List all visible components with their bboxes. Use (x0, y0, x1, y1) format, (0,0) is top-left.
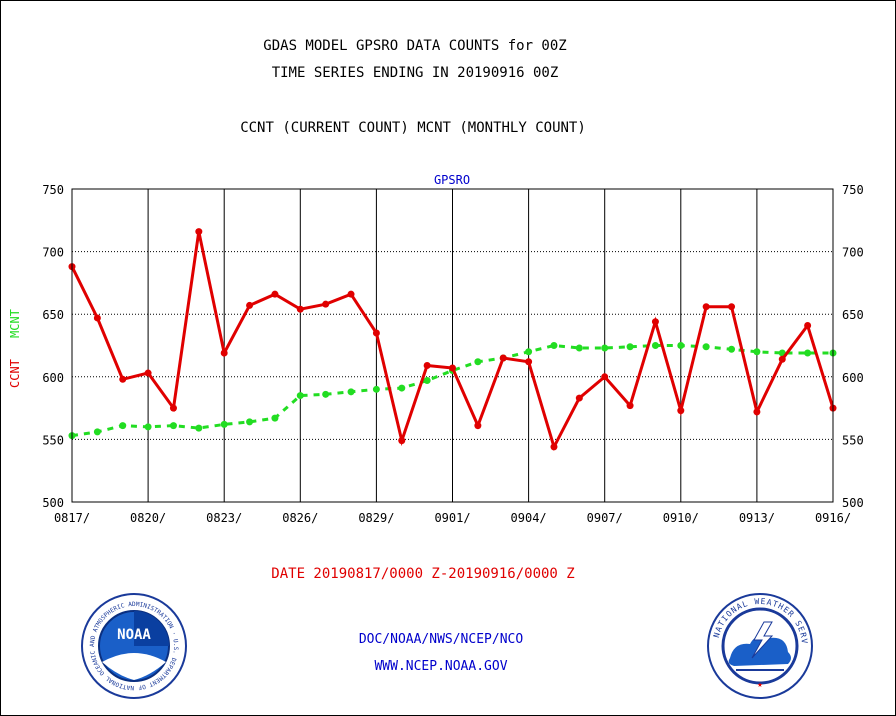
y-tick-label-right: 600 (842, 371, 864, 385)
data-point-ccnt (195, 228, 203, 236)
y-tick-label-right: 650 (842, 308, 864, 322)
data-point-ccnt (626, 402, 634, 410)
x-tick-label: 0913/ (739, 511, 775, 525)
data-point-ccnt (398, 437, 406, 445)
data-point-ccnt (601, 373, 609, 381)
y-label-ccnt: CCNT (8, 359, 22, 388)
y-label-mcnt: MCNT (8, 309, 22, 338)
data-point-mcnt (601, 344, 609, 352)
data-point-mcnt (296, 392, 304, 400)
nws-logo-icon: ★ NATIONAL WEATHER SERVICE (703, 585, 814, 700)
data-point-ccnt (246, 301, 254, 309)
data-point-mcnt (195, 424, 203, 432)
data-point-ccnt (753, 408, 761, 416)
x-tick-label: 0826/ (282, 511, 318, 525)
data-point-ccnt (296, 305, 304, 313)
y-tick-label-left: 600 (42, 371, 64, 385)
x-tick-label: 0817/ (54, 511, 90, 525)
data-point-mcnt (169, 422, 177, 430)
data-point-ccnt (651, 318, 659, 326)
x-tick-label: 0916/ (815, 511, 851, 525)
data-point-mcnt (575, 344, 583, 352)
chart-subtitle: CCNT (CURRENT COUNT) MCNT (MONTHLY COUNT… (240, 120, 586, 136)
data-point-ccnt (804, 321, 812, 329)
data-point-ccnt (169, 404, 177, 412)
data-point-ccnt (423, 362, 431, 370)
noaa-logo-icon: NOAA NATIONAL OCEANIC AND ATMOSPHERIC AD… (78, 587, 188, 700)
data-point-ccnt (677, 407, 685, 415)
data-point-mcnt (702, 343, 710, 351)
x-tick-label: 0910/ (663, 511, 699, 525)
org-path-text: DOC/NOAA/NWS/NCEP/NCO (358, 632, 524, 647)
y-tick-label-right: 550 (842, 433, 864, 447)
data-point-ccnt (119, 375, 127, 383)
data-point-ccnt (449, 364, 456, 372)
data-point-mcnt (550, 342, 558, 349)
date-range-label: DATE 20190817/0000 Z-20190916/0000 Z (271, 566, 575, 582)
data-point-ccnt (550, 443, 558, 451)
y-tick-label-right: 700 (842, 246, 864, 260)
data-point-mcnt (626, 343, 634, 351)
data-point-mcnt (398, 384, 406, 392)
data-point-ccnt (271, 290, 279, 298)
data-point-ccnt (728, 303, 736, 311)
y-axis-label: CCNT MCNT (8, 309, 22, 388)
y-tick-label-left: 500 (42, 496, 64, 510)
x-tick-label: 0829/ (358, 511, 394, 525)
grid-lines (72, 189, 833, 502)
y-tick-label-left: 550 (42, 433, 64, 447)
data-point-mcnt (372, 385, 380, 393)
data-point-ccnt (575, 394, 583, 402)
data-point-mcnt (271, 414, 279, 422)
data-point-mcnt (753, 348, 761, 356)
x-tick-label: 0901/ (434, 511, 470, 525)
plot-border (71, 188, 834, 503)
data-point-mcnt (651, 342, 659, 349)
y-tick-label-left: 700 (42, 246, 64, 260)
data-point-mcnt (322, 390, 330, 398)
data-point-ccnt (322, 300, 330, 308)
data-point-ccnt (93, 314, 101, 322)
panel-title: GPSRO (434, 173, 470, 187)
ncep-url-link[interactable]: WWW.NCEP.NOAA.GOV (374, 659, 508, 674)
data-point-mcnt (474, 358, 482, 366)
data-point-ccnt (499, 354, 507, 362)
data-point-ccnt (778, 355, 786, 363)
data-point-ccnt (347, 290, 355, 298)
chart-title-line2: TIME SERIES ENDING IN 20190916 00Z (271, 65, 559, 81)
data-point-mcnt (93, 428, 101, 436)
data-point-mcnt (144, 423, 152, 431)
data-point-mcnt (525, 348, 533, 356)
data-point-ccnt (702, 303, 710, 311)
x-tick-label: 0904/ (511, 511, 547, 525)
data-point-mcnt (347, 388, 355, 396)
svg-text:NOAA: NOAA (117, 627, 151, 643)
y-tick-label-left: 650 (42, 308, 64, 322)
axis-labels: 500 500 550 550 600 600 650 650 700 700 750 750 0817… (42, 183, 863, 525)
y-tick-label-right: 750 (842, 183, 864, 197)
data-point-mcnt (423, 377, 431, 385)
y-tick-label-right: 500 (842, 496, 864, 510)
data-point-mcnt (119, 422, 127, 430)
data-point-mcnt (804, 349, 812, 357)
data-point-mcnt (246, 418, 254, 426)
gpsro-line-chart: GPSRO 500 500 550 550 600 600 650 650 700 700 750 7… (8, 173, 864, 525)
x-tick-label: 0820/ (130, 511, 166, 525)
data-point-ccnt (220, 349, 228, 357)
chart-title-line1: GDAS MODEL GPSRO DATA COUNTS for 00Z (263, 38, 567, 54)
data-point-mcnt (220, 420, 228, 428)
data-point-ccnt (525, 358, 533, 366)
y-tick-label-left: 750 (42, 183, 64, 197)
series-layer (68, 228, 837, 451)
data-point-mcnt (677, 342, 685, 349)
data-point-ccnt (474, 422, 482, 430)
x-tick-label: 0907/ (587, 511, 623, 525)
svg-text:★: ★ (757, 680, 763, 690)
x-tick-label: 0823/ (206, 511, 242, 525)
data-point-ccnt (144, 369, 152, 377)
data-point-mcnt (728, 345, 736, 353)
data-point-ccnt (372, 329, 380, 337)
